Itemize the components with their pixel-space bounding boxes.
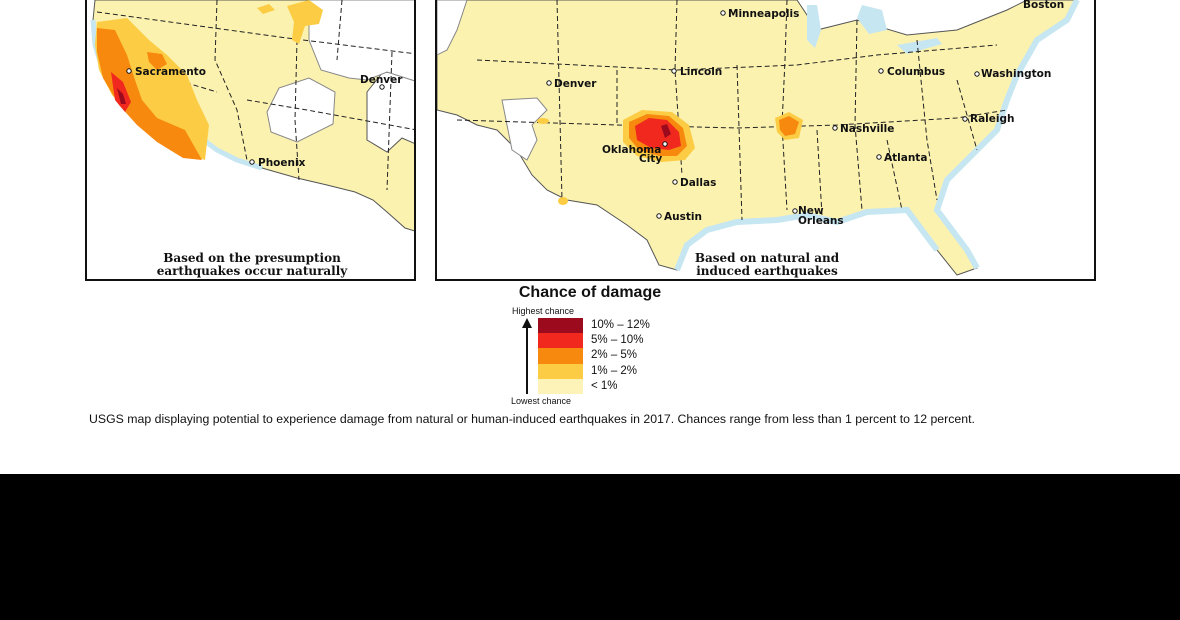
city-label-austin: Austin xyxy=(664,211,702,223)
map-caption: USGS map displaying potential to experie… xyxy=(89,412,975,426)
city-label-lincoln: Lincoln xyxy=(680,66,722,78)
legend-label-2-5: 2% – 5% xyxy=(591,349,638,362)
natural-hazard-map-svg: Sacramento Denver Phoenix xyxy=(90,0,414,232)
left-map-caption: Based on the presumption earthquakes occ… xyxy=(127,252,377,278)
legend-label-1-2: 1% – 2% xyxy=(591,364,638,377)
city-label-dallas: Dallas xyxy=(680,177,716,189)
city-dot-sacramento xyxy=(126,68,132,74)
legend-label-5-10: 5% – 10% xyxy=(591,334,644,347)
legend-swatch-5-10 xyxy=(538,333,583,349)
city-label-denver-right: Denver xyxy=(554,78,597,90)
legend-swatch-under-1 xyxy=(538,378,583,394)
city-dot-phoenix xyxy=(249,159,255,165)
city-label-boston: Boston xyxy=(1023,0,1064,11)
legend-swatch-1-2 xyxy=(538,363,583,379)
lake-huron xyxy=(857,5,887,34)
legend-title: Chance of damage xyxy=(518,284,662,301)
city-label-phoenix: Phoenix xyxy=(258,157,306,169)
city-label-new-orleans-1: New xyxy=(798,205,824,217)
black-band xyxy=(0,474,1180,620)
legend-swatches xyxy=(538,318,583,394)
lake-michigan xyxy=(807,5,821,48)
legend-lowest-label: Lowest chance xyxy=(511,396,572,406)
city-label-minneapolis: Minneapolis xyxy=(728,8,799,20)
city-label-new-orleans-2: Orleans xyxy=(798,215,844,227)
city-dot-denver-left xyxy=(379,84,385,90)
oklahoma-hazard-5pct xyxy=(635,118,681,150)
legend-arrow-icon xyxy=(522,318,532,394)
legend-labels: 10% – 12% 5% – 10% 2% – 5% 1% – 2% < 1% xyxy=(591,318,650,394)
city-label-oklahoma-city-1: Oklahoma xyxy=(602,144,661,156)
city-label-denver-left: Denver xyxy=(360,74,403,86)
sierra-hazard xyxy=(147,52,167,70)
white-plains-area xyxy=(308,0,414,82)
colorado-hazard-spot xyxy=(537,118,549,124)
left-map-caption-line1: Based on the presumption xyxy=(163,251,341,265)
legend-swatch-2-5 xyxy=(538,348,583,364)
white-colorado-area xyxy=(266,77,336,143)
legend-swatch-10-12 xyxy=(538,318,583,334)
induced-hazard-map: Boston Minneapolis Lincoln Denver Columb… xyxy=(435,0,1096,281)
california-hazard-10pct xyxy=(117,88,126,104)
city-label-washington: Washington xyxy=(981,68,1051,80)
lake-erie xyxy=(897,38,942,54)
nevada-hazard-small xyxy=(257,4,275,14)
natural-hazard-map: Sacramento Denver Phoenix Based on the p… xyxy=(85,0,416,281)
legend-label-under-1: < 1% xyxy=(591,379,618,392)
white-nw-area xyxy=(437,0,468,56)
right-map-caption: Based on natural and induced earthquakes xyxy=(642,252,892,278)
city-label-oklahoma-city-2: City xyxy=(639,153,662,165)
right-map-caption-line2: induced earthquakes xyxy=(696,264,838,278)
california-hazard-2pct xyxy=(97,28,202,160)
city-label-sacramento: Sacramento xyxy=(135,66,206,78)
left-map-caption-line2: earthquakes occur naturally xyxy=(156,264,348,278)
city-label-columbus: Columbus xyxy=(887,66,945,78)
city-label-atlanta: Atlanta xyxy=(884,152,927,164)
wyoming-hazard xyxy=(287,0,323,44)
right-map-caption-line1: Based on natural and xyxy=(694,251,840,265)
oklahoma-hazard-10pct xyxy=(661,124,671,138)
coast-glow xyxy=(674,0,1080,272)
city-markers xyxy=(546,10,980,219)
white-rockies-area xyxy=(501,97,548,161)
city-label-raleigh: Raleigh xyxy=(970,113,1014,125)
city-label-nashville: Nashville xyxy=(840,123,894,135)
induced-hazard-map-svg: Boston Minneapolis Lincoln Denver Columb… xyxy=(437,0,1080,276)
new-madrid-hazard-2pct xyxy=(779,116,799,136)
legend-label-10-12: 10% – 12% xyxy=(591,319,650,331)
legend-highest-label: Highest chance xyxy=(512,306,575,316)
texas-hazard-spot xyxy=(558,197,568,205)
